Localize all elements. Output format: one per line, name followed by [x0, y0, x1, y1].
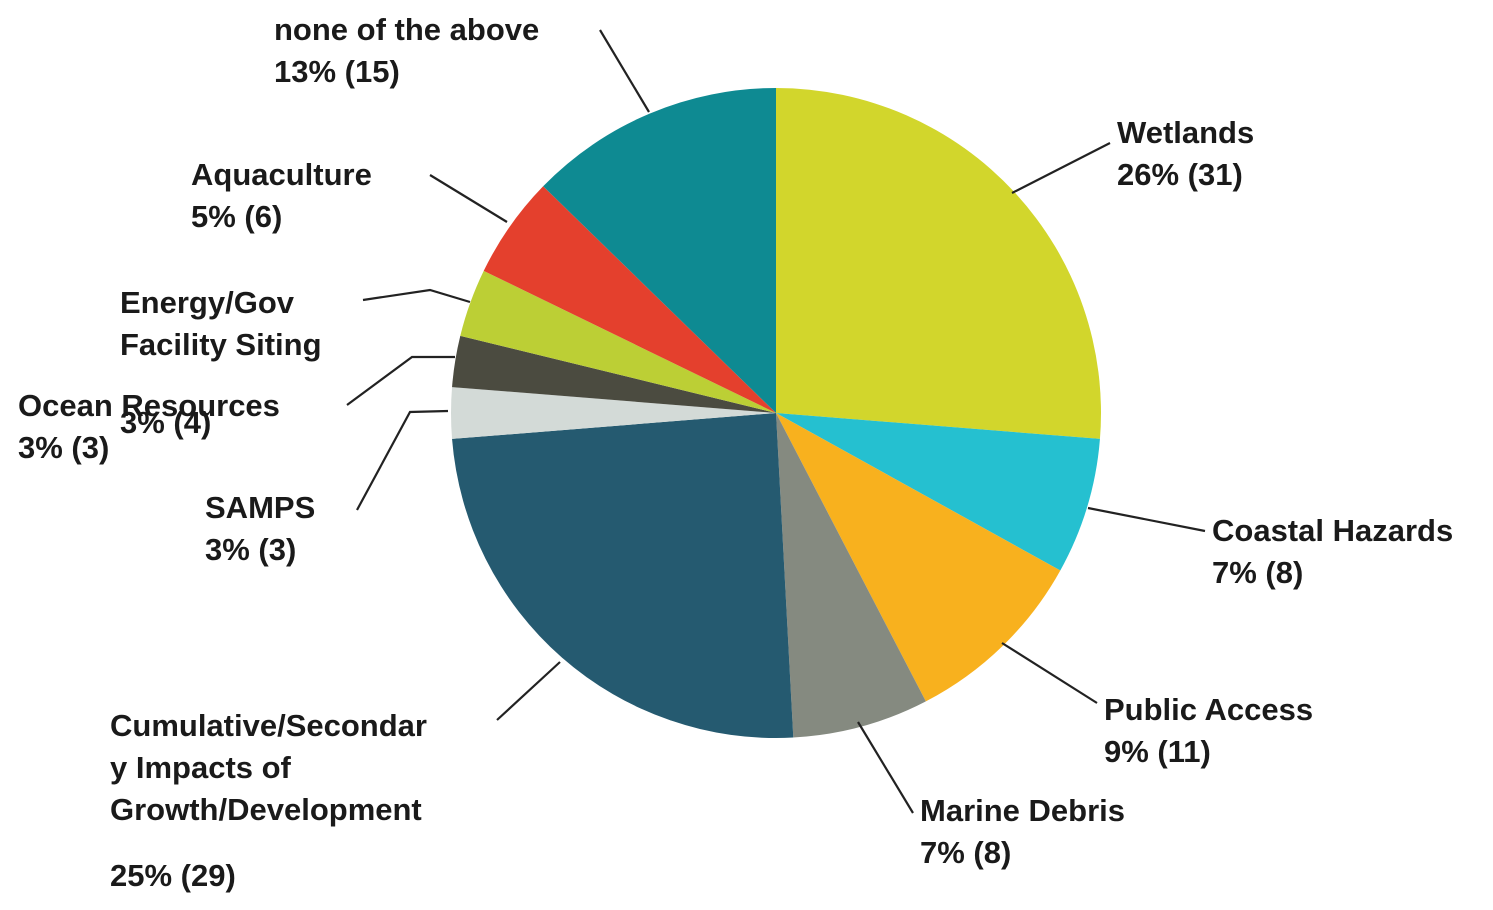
slice-label-samps: SAMPS [205, 490, 315, 525]
slice-label-cumulative-secondar-line-2: y Impacts of [110, 750, 292, 785]
slice-value-public-access: 9% (11) [1104, 734, 1211, 769]
slice-value-aquaculture: 5% (6) [191, 199, 282, 234]
slice-label-ocean-resources: Ocean Resources [18, 388, 280, 423]
slice-label-energy-gov-line-1: Energy/Gov [120, 285, 295, 320]
leader-lines [346, 29, 1206, 814]
slice-value-samps: 3% (3) [205, 532, 296, 567]
slice-label-aquaculture: Aquaculture [191, 157, 372, 192]
slice-label-cumulative-secondar-line-1: Cumulative/Secondar [110, 708, 427, 743]
slice-cumulative-secondar [452, 413, 794, 739]
slice-value-none-of-the-above: 13% (15) [274, 54, 400, 89]
slice-labels: Wetlands 26% (31) Coastal Hazards 7% (8) Pub… [18, 12, 1453, 893]
slice-label-coastal-hazards: Coastal Hazards [1212, 513, 1453, 548]
slice-wetlands [776, 88, 1101, 439]
leader-line-public-access [1001, 642, 1098, 704]
slice-label-marine-debris: Marine Debris [920, 793, 1125, 828]
slice-value-cumulative-secondar: 25% (29) [110, 858, 236, 893]
slice-value-marine-debris: 7% (8) [920, 835, 1011, 870]
leader-line-wetlands [1011, 142, 1111, 194]
slice-label-public-access: Public Access [1104, 692, 1313, 727]
slice-value-energy-gov: 3% (4) [120, 405, 211, 440]
leader-line-marine-debris [857, 721, 914, 814]
slice-coastal-hazards [776, 413, 1100, 571]
slice-value-wetlands: 26% (31) [1117, 157, 1243, 192]
leader-line-cumulative-secondar [496, 661, 561, 721]
leader-line-coastal-hazards [1087, 506, 1206, 533]
slice-none-of-the-above [543, 88, 776, 413]
slice-label-cumulative-secondar-line-3: Growth/Development [110, 792, 422, 827]
slice-label-energy-gov-line-2: Facility Siting [120, 327, 322, 362]
slice-label-none-of-the-above: none of the above [274, 12, 539, 47]
leader-line-none-of-the-above [599, 29, 650, 113]
slice-value-ocean-resources: 3% (3) [18, 430, 109, 465]
leader-line-aquaculture [429, 174, 508, 223]
leader-line-energy-gov [362, 288, 471, 304]
slice-marine-debris [776, 413, 926, 738]
slice-value-coastal-hazards: 7% (8) [1212, 555, 1303, 590]
slice-aquaculture [483, 186, 776, 413]
leader-line-ocean-resources [346, 355, 455, 406]
slice-public-access [776, 413, 1061, 702]
slice-ocean-resources [452, 335, 776, 413]
pie-slices [451, 88, 1101, 739]
slice-label-wetlands: Wetlands [1117, 115, 1254, 150]
slice-samps [451, 387, 776, 439]
leader-line-samps [356, 409, 449, 511]
slice-energy-gov [460, 270, 776, 413]
